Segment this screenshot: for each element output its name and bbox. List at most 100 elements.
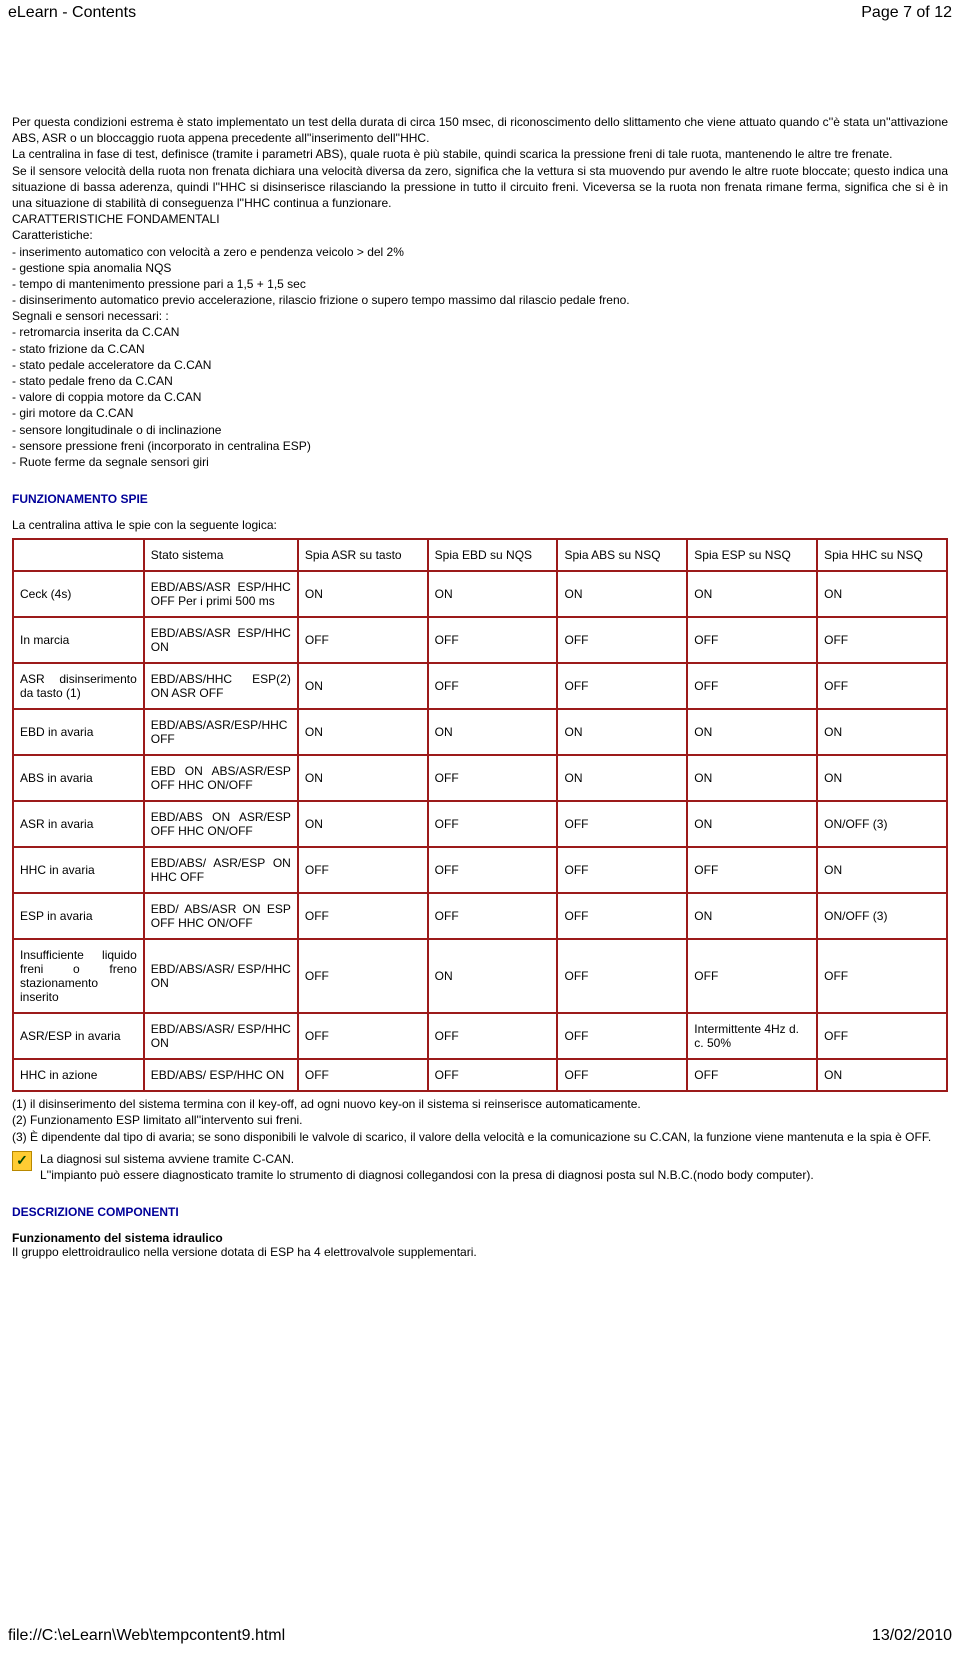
spie-intro: La centralina attiva le spie con la segu…	[12, 518, 948, 532]
table-row: HHC in avariaEBD/ABS/ ASR/ESP ON HHC OFF…	[13, 847, 947, 893]
table-cell: OFF	[817, 1013, 947, 1059]
table-cell: OFF	[557, 801, 687, 847]
table-cell: ON	[817, 847, 947, 893]
table-cell: EBD in avaria	[13, 709, 144, 755]
table-cell: OFF	[557, 847, 687, 893]
table-cell: EBD/ABS ON ASR/ESP OFF HHC ON/OFF	[144, 801, 298, 847]
table-row: Insufficiente liquido freni o freno staz…	[13, 939, 947, 1013]
table-cell: OFF	[298, 617, 428, 663]
table-cell: ON	[687, 709, 817, 755]
table-cell: OFF	[557, 939, 687, 1013]
table-cell: EBD/ABS/HHC ESP(2) ON ASR OFF	[144, 663, 298, 709]
page-header: eLearn - Contents Page 7 of 12	[0, 0, 960, 24]
table-cell: ON	[298, 571, 428, 617]
table-cell: ON	[687, 571, 817, 617]
table-cell: OFF	[687, 617, 817, 663]
desc-heading: DESCRIZIONE COMPONENTI	[12, 1205, 948, 1219]
header-title: eLearn - Contents	[8, 4, 136, 22]
table-cell: EBD ON ABS/ASR/ESP OFF HHC ON/OFF	[144, 755, 298, 801]
table-cell: OFF	[428, 1013, 558, 1059]
table-cell: ON	[298, 755, 428, 801]
table-cell: EBD/ABS/ ASR/ESP ON HHC OFF	[144, 847, 298, 893]
table-cell: ON	[298, 801, 428, 847]
table-row: ASR disinserimento da tasto (1)EBD/ABS/H…	[13, 663, 947, 709]
table-row: ESP in avariaEBD/ ABS/ASR ON ESP OFF HHC…	[13, 893, 947, 939]
desc-sub: Funzionamento del sistema idraulico Il g…	[12, 1231, 948, 1259]
table-cell: EBD/ABS/ASR ESP/HHC OFF Per i primi 500 …	[144, 571, 298, 617]
table-cell: EBD/ ABS/ASR ON ESP OFF HHC ON/OFF	[144, 893, 298, 939]
table-row: ASR/ESP in avariaEBD/ABS/ASR/ ESP/HHC ON…	[13, 1013, 947, 1059]
spie-heading: FUNZIONAMENTO SPIE	[12, 492, 948, 506]
footer-path: file://C:\eLearn\Web\tempcontent9.html	[8, 1627, 285, 1645]
table-row: Ceck (4s)EBD/ABS/ASR ESP/HHC OFF Per i p…	[13, 571, 947, 617]
table-cell: ON	[817, 755, 947, 801]
table-cell: ON/OFF (3)	[817, 893, 947, 939]
table-row: HHC in azioneEBD/ABS/ ESP/HHC ONOFFOFFOF…	[13, 1059, 947, 1091]
spie-table: Stato sistema Spia ASR su tasto Spia EBD…	[12, 538, 948, 1092]
table-cell: OFF	[817, 617, 947, 663]
table-cell: ON/OFF (3)	[817, 801, 947, 847]
footer-date: 13/02/2010	[872, 1627, 952, 1645]
diagnosis-icon: ✓	[12, 1151, 32, 1171]
table-cell: OFF	[557, 1013, 687, 1059]
table-cell: ON	[557, 571, 687, 617]
table-cell: OFF	[687, 847, 817, 893]
table-cell: ON	[817, 1059, 947, 1091]
table-cell: ON	[687, 801, 817, 847]
table-cell: Insufficiente liquido freni o freno staz…	[13, 939, 144, 1013]
table-cell: ON	[687, 755, 817, 801]
table-cell: ASR/ESP in avaria	[13, 1013, 144, 1059]
table-cell: OFF	[298, 1059, 428, 1091]
table-cell: ON	[817, 571, 947, 617]
table-cell: ON	[687, 893, 817, 939]
table-cell: OFF	[298, 1013, 428, 1059]
table-cell: ON	[557, 755, 687, 801]
table-cell: OFF	[428, 617, 558, 663]
table-cell: ASR disinserimento da tasto (1)	[13, 663, 144, 709]
table-cell: OFF	[557, 617, 687, 663]
table-row: ASR in avariaEBD/ABS ON ASR/ESP OFF HHC …	[13, 801, 947, 847]
table-cell: OFF	[817, 663, 947, 709]
table-cell: ON	[298, 663, 428, 709]
table-row: EBD in avariaEBD/ABS/ASR/ESP/HHC OFFONON…	[13, 709, 947, 755]
table-cell: OFF	[428, 755, 558, 801]
table-cell: OFF	[557, 893, 687, 939]
table-cell: ON	[557, 709, 687, 755]
body-text: Per questa condizioni estrema è stato im…	[12, 114, 948, 470]
table-row: ABS in avariaEBD ON ABS/ASR/ESP OFF HHC …	[13, 755, 947, 801]
table-cell: EBD/ABS/ASR/ESP/HHC OFF	[144, 709, 298, 755]
table-cell: OFF	[428, 1059, 558, 1091]
table-cell: OFF	[298, 847, 428, 893]
table-cell: ON	[298, 709, 428, 755]
table-cell: OFF	[428, 663, 558, 709]
table-cell: EBD/ABS/ASR ESP/HHC ON	[144, 617, 298, 663]
table-cell: HHC in avaria	[13, 847, 144, 893]
table-cell: HHC in azione	[13, 1059, 144, 1091]
table-cell: EBD/ABS/ASR/ ESP/HHC ON	[144, 1013, 298, 1059]
table-cell: Intermittente 4Hz d. c. 50%	[687, 1013, 817, 1059]
table-cell: Ceck (4s)	[13, 571, 144, 617]
footnotes: (1) il disinserimento del sistema termin…	[12, 1096, 948, 1183]
table-header-row: Stato sistema Spia ASR su tasto Spia EBD…	[13, 539, 947, 571]
table-cell: OFF	[428, 893, 558, 939]
table-cell: ON	[428, 571, 558, 617]
table-cell: OFF	[557, 663, 687, 709]
header-pager: Page 7 of 12	[861, 4, 952, 22]
table-cell: ABS in avaria	[13, 755, 144, 801]
table-row: In marciaEBD/ABS/ASR ESP/HHC ONOFFOFFOFF…	[13, 617, 947, 663]
diagnosis-text: La diagnosi sul sistema avviene tramite …	[40, 1151, 814, 1183]
table-cell: ASR in avaria	[13, 801, 144, 847]
table-cell: OFF	[298, 893, 428, 939]
table-cell: OFF	[428, 801, 558, 847]
table-cell: OFF	[687, 939, 817, 1013]
table-cell: OFF	[687, 1059, 817, 1091]
table-cell: ON	[428, 939, 558, 1013]
table-cell: OFF	[557, 1059, 687, 1091]
table-cell: EBD/ABS/ ESP/HHC ON	[144, 1059, 298, 1091]
table-cell: OFF	[687, 663, 817, 709]
page-footer: file://C:\eLearn\Web\tempcontent9.html 1…	[0, 1623, 960, 1649]
table-cell: ON	[817, 709, 947, 755]
table-cell: OFF	[817, 939, 947, 1013]
table-cell: ON	[428, 709, 558, 755]
table-cell: OFF	[298, 939, 428, 1013]
